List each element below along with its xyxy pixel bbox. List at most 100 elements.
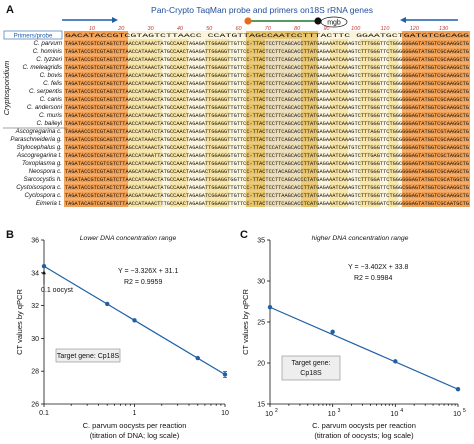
y-tick-label: 25 <box>257 320 265 327</box>
species-label: Stylocephalus g. <box>17 144 62 151</box>
species-label: Paraschneideria g. <box>10 136 62 143</box>
x-tick-label: 10 <box>328 411 336 418</box>
sequence-row: TAGATACCGTCGTCGTCTTAACCATAAACTATGCCAACTA… <box>65 161 469 167</box>
y-axis-label: CT values by qPCR <box>15 289 24 355</box>
panel-b-letter: B <box>6 229 14 241</box>
sequence-row: TAGATACCGTCGTAGTCTTAACCATAAACTATGCCAACTA… <box>65 65 469 71</box>
variable-band <box>170 39 188 207</box>
position-label: 120 <box>410 26 420 32</box>
target-gene-label: Target gene: <box>292 360 331 367</box>
species-label: C. meleagridis <box>22 64 62 71</box>
sequence-row: TAGATAACGTCGTAGTCTTAACCATAAACTATGCCAACTA… <box>65 177 469 183</box>
panel-c-letter: C <box>240 229 248 241</box>
sequence-row: TAGATACAGTCGTAGTCTTAACCATAAACTTTGCCAACTA… <box>65 201 469 207</box>
panel-a-letter: A <box>6 4 14 16</box>
position-label: 20 <box>117 26 125 32</box>
y-tick-label: 30 <box>31 336 39 343</box>
sequence-row: TAGATACCGTCGTACTCTTAACCATAAACTATGCCAAATA… <box>65 185 469 191</box>
sequence-row: TAGATACCGTCGTAGTCTTAACCATAAACTATGCCAACTA… <box>65 73 469 79</box>
genus-label: Cryptosporidium <box>2 61 11 116</box>
x-tick-exponent: 4 <box>400 408 403 414</box>
species-label: C. bovis <box>40 72 62 79</box>
sequence-row: TAGATACCGTCGTAGTCTTAAGCATAAACTATGCCAACTA… <box>65 169 469 175</box>
species-label: C. andersoni <box>27 104 63 111</box>
sequence-row: TAGATACCGTCGTAGTCTTAACCATAAACTATGCCAACTA… <box>65 89 469 95</box>
annotation-arrowhead <box>42 270 46 275</box>
sequence-row: TAGATACCGTCGTAGTCTTAACCATAAACTATGCCAACTA… <box>65 97 469 103</box>
x-axis-label: C. parvum oocysts per reaction <box>83 421 187 430</box>
y-tick-label: 32 <box>31 303 39 310</box>
variable-band <box>388 39 398 207</box>
species-label: C. parvum <box>33 40 62 47</box>
sequence-row: TAGATACCGTCGTAGTCTTAACCATAAACTATGCCAACTA… <box>65 57 469 63</box>
species-label: Cyclospora c. <box>25 192 62 199</box>
species-label: Neospora c. <box>29 168 62 175</box>
sequence-positions: 10 20 30 40 50 60 70 80 90 100 110 120 130 <box>89 26 449 32</box>
y-tick-label: 26 <box>31 402 39 409</box>
position-label: 70 <box>265 26 272 32</box>
species-label: C. muris <box>39 112 62 119</box>
sequence-row: TAGATACCGTCGTAGTCTTAGCCATAAACTATGCCAACTA… <box>65 145 469 151</box>
gap-region <box>265 39 301 207</box>
data-point <box>267 305 273 310</box>
position-label: 40 <box>177 26 184 32</box>
chart-b: 26 28 30 32 34 36 0.1 1 10 CT values by qPCR C. pa… <box>15 238 229 441</box>
x-tick-label: 10 <box>453 411 461 418</box>
x-tick-exponent: 3 <box>338 408 341 414</box>
y-tick-label: 28 <box>31 369 39 376</box>
sequence-row: TAGATACCGTCGTAGTCTTAACGATAAACTATGCCAACTA… <box>65 193 469 199</box>
x-tick-label: 0.1 <box>39 410 49 417</box>
x-axis-label-line2: (titration of oocysts; log scale) <box>314 431 414 440</box>
annotation-label: 0.1 oocyst <box>41 287 73 294</box>
forward-primer-arrow <box>62 17 118 23</box>
reverse-primer-arrow <box>400 17 458 23</box>
x-tick-label: 1 <box>133 410 137 417</box>
data-point <box>195 355 200 361</box>
species-label: Eimeria t. <box>36 200 62 207</box>
r-squared: R2 = 0.9959 <box>124 279 162 286</box>
x-tick-exponent: 5 <box>463 408 466 414</box>
position-label: 130 <box>439 26 449 32</box>
species-label: C. serpentis <box>29 88 62 95</box>
data-point <box>393 359 398 364</box>
data-point <box>455 387 461 392</box>
target-gene-value: Cp18S <box>300 370 322 377</box>
x-tick-label: 10 <box>221 410 229 417</box>
mgb-label: mgb <box>327 20 341 27</box>
r-squared: R2 = 0.9984 <box>354 275 392 282</box>
position-label: 90 <box>323 26 330 32</box>
species-label: Sarcocystis h. <box>23 176 62 183</box>
x-tick-label: 10 <box>265 411 273 418</box>
sequence-row: GACATACCGTCGTAGTCTTAACC CCATGTTAGCCAATCC… <box>65 33 469 39</box>
panel-b-subtitle: Lower DNA concentration range <box>80 235 177 242</box>
sequence-row: TAGATACCGTCGTAGTCTTAACCATAAACTATGCCAACTA… <box>65 121 469 127</box>
target-gene-box <box>281 355 341 381</box>
species-label: C. felis <box>43 80 62 87</box>
y-tick-label: 36 <box>31 238 39 245</box>
regression-equation: Y = −3.326X + 31.1 <box>118 268 179 275</box>
variable-band <box>205 39 229 207</box>
panel-c-subtitle: higher DNA concentration range <box>312 235 409 242</box>
y-tick-label: 30 <box>257 279 265 286</box>
x-axis-label-line2: (titration of DNA; log scale) <box>90 431 180 440</box>
y-axis-label: CT values by qPCR <box>241 289 250 355</box>
variable-band <box>330 39 348 207</box>
species-label: C. baileyi <box>37 120 63 127</box>
species-label: C. hominis <box>33 48 62 55</box>
variable-band <box>360 39 380 207</box>
data-point <box>41 264 47 269</box>
y-tick-label: 15 <box>257 402 265 409</box>
position-label: 60 <box>235 26 242 32</box>
panel-a: A Pan-Crypto TaqMan probe and primers on… <box>2 4 470 207</box>
variable-band <box>128 39 162 207</box>
sequence-alignment: GACATACCGTCGTAGTCTTAACC CCATGTTAGCCAATCC… <box>64 31 470 207</box>
position-label: 50 <box>206 26 213 32</box>
sequence-row: TAGATACCGTCGTAGTCTTAACCATAAACTATGCCAACTA… <box>65 41 469 47</box>
panel-a-title: Pan-Crypto TaqMan probe and primers on18… <box>151 5 373 15</box>
x-tick-exponent: 2 <box>275 408 278 414</box>
panel-c: C higher DNA concentration range 1520253… <box>240 229 466 440</box>
sequence-row: TAGATACCGTCGTAGTCTTAACCATAAACTATGCCAACTA… <box>65 105 469 111</box>
